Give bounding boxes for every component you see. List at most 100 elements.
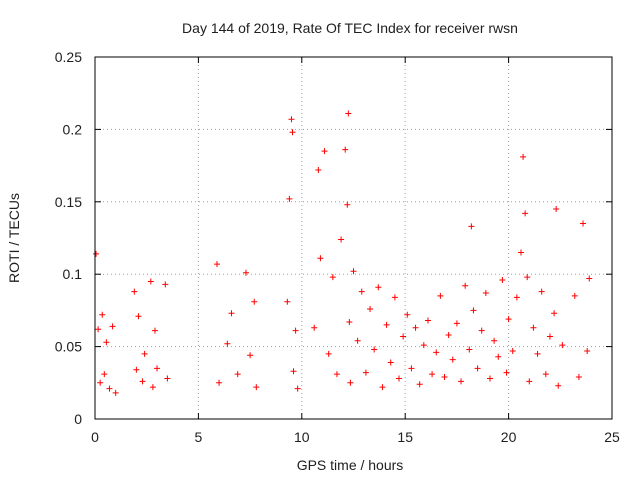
data-point (546, 333, 553, 340)
axis-ticks: 0 5 10 15 20 25 0 0.05 0.1 0.15 0.2 0.25 (55, 49, 620, 445)
data-point (391, 294, 398, 301)
data-point (559, 342, 566, 349)
data-point (317, 255, 324, 262)
data-point (458, 378, 465, 385)
data-point (288, 116, 295, 123)
data-point (342, 146, 349, 153)
data-point (395, 375, 402, 382)
x-tick-label: 25 (604, 429, 620, 445)
data-point (520, 153, 527, 160)
data-point (400, 333, 407, 340)
data-point (112, 389, 119, 396)
data-point (311, 324, 318, 331)
data-point (491, 337, 498, 344)
data-point (420, 342, 427, 349)
data-point (147, 278, 154, 285)
data-point (354, 337, 361, 344)
data-point (284, 298, 291, 305)
data-point (242, 269, 249, 276)
data-point (586, 275, 593, 282)
data-point (228, 310, 235, 317)
data-point (321, 148, 328, 155)
data-point (470, 307, 477, 314)
data-point (542, 371, 549, 378)
y-tick-label: 0.1 (63, 266, 83, 282)
data-point (441, 374, 448, 381)
data-point (350, 268, 357, 275)
data-point (290, 368, 297, 375)
data-point (505, 316, 512, 323)
data-point (149, 384, 156, 391)
data-point (101, 371, 108, 378)
data-point (495, 353, 502, 360)
data-point (534, 350, 541, 357)
data-point (433, 349, 440, 356)
data-point (347, 379, 354, 386)
data-point (362, 369, 369, 376)
data-point (162, 281, 169, 288)
data-point (358, 288, 365, 295)
x-tick-label: 0 (91, 429, 99, 445)
data-point (584, 347, 591, 354)
data-point (292, 327, 299, 334)
data-point (333, 371, 340, 378)
data-point (580, 220, 587, 227)
data-point (106, 385, 113, 392)
data-point (404, 311, 411, 318)
y-tick-label: 0.05 (55, 339, 82, 355)
data-point (486, 375, 493, 382)
y-tick-label: 0.15 (55, 194, 82, 210)
data-points (93, 110, 593, 396)
y-tick-label: 0 (74, 411, 82, 427)
data-point (151, 327, 158, 334)
y-tick-label: 0.25 (55, 49, 82, 65)
data-point (133, 366, 140, 373)
data-point (234, 371, 241, 378)
data-point (412, 324, 419, 331)
data-point (99, 311, 106, 318)
x-tick-label: 15 (397, 429, 413, 445)
data-point (379, 384, 386, 391)
data-point (453, 320, 460, 327)
data-point (97, 379, 104, 386)
data-point (139, 378, 146, 385)
data-point (253, 384, 260, 391)
data-point (371, 346, 378, 353)
data-point (408, 365, 415, 372)
data-point (367, 305, 374, 312)
data-point (553, 206, 560, 213)
data-point (462, 282, 469, 289)
x-tick-label: 20 (501, 429, 517, 445)
data-point (289, 129, 296, 136)
data-point (522, 210, 529, 217)
data-point (338, 236, 345, 243)
data-point (468, 223, 475, 230)
data-point (482, 290, 489, 297)
data-point (247, 352, 254, 359)
data-point (449, 356, 456, 363)
data-point (93, 250, 100, 257)
data-point (424, 317, 431, 324)
data-point (478, 327, 485, 334)
data-point (437, 292, 444, 299)
data-point (555, 382, 562, 389)
data-point (346, 318, 353, 325)
x-tick-label: 5 (195, 429, 203, 445)
data-point (325, 350, 332, 357)
data-point (164, 375, 171, 382)
y-axis-label: ROTI / TECUs (6, 193, 22, 283)
x-axis-label: GPS time / hours (297, 457, 404, 473)
data-point (530, 324, 537, 331)
data-point (214, 261, 221, 268)
data-point (474, 365, 481, 372)
x-tick-label: 10 (294, 429, 310, 445)
data-point (344, 201, 351, 208)
data-point (154, 365, 161, 372)
data-point (571, 292, 578, 299)
data-point (518, 249, 525, 256)
data-point (499, 276, 506, 283)
data-point (95, 326, 102, 333)
data-point (383, 321, 390, 328)
data-point (526, 378, 533, 385)
